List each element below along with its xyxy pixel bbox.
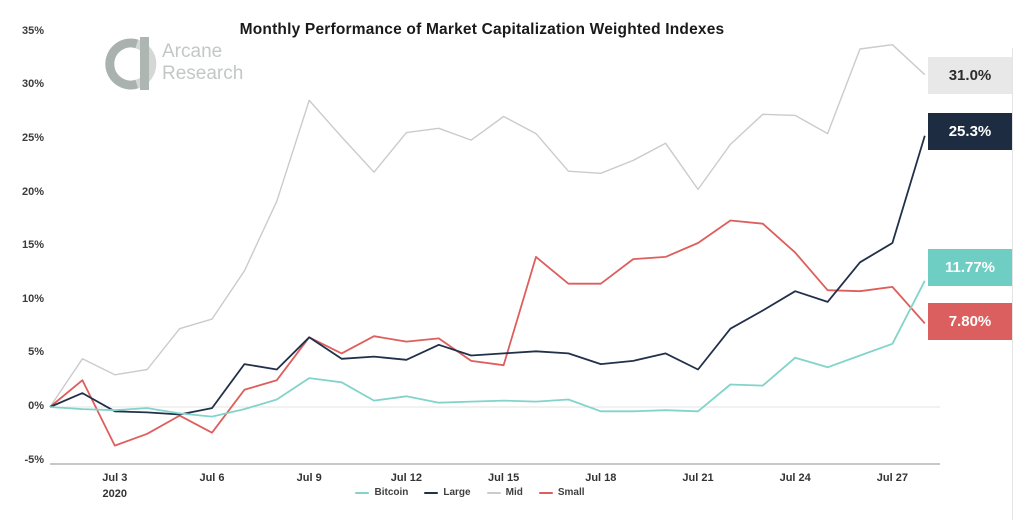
legend-dash-icon <box>538 491 553 494</box>
small-value-badge: 7.80% <box>928 303 1012 340</box>
x-tick-label: Jul 3 <box>102 472 128 484</box>
arcane-logo-mark <box>105 37 157 90</box>
mid-line <box>49 44 926 408</box>
bitcoin-value-badge: 11.77% <box>928 249 1012 286</box>
small-line <box>49 219 926 447</box>
y-tick-label: 5% <box>28 346 44 359</box>
logo-word-research: Research <box>162 63 243 84</box>
y-tick-label: 10% <box>21 292 44 305</box>
legend-item-mid: Mid <box>486 487 523 498</box>
chart-legend: Bitcoin Large Mid Small <box>0 487 940 498</box>
large-value-badge: 25.3% <box>928 113 1012 150</box>
y-tick-label: 25% <box>21 132 44 144</box>
y-tick-label: 35% <box>21 24 44 37</box>
x-tick-label: Jul 9 <box>296 472 322 484</box>
x-tick-label: Jul 12 <box>390 472 422 484</box>
legend-item-large: Large <box>424 487 471 498</box>
bitcoin-line <box>49 280 926 418</box>
x-axis-year: 2020 <box>102 488 128 500</box>
legend-dash-icon <box>486 491 501 494</box>
legend-dash-icon <box>424 491 439 494</box>
x-tick-label: Jul 15 <box>488 472 520 484</box>
large-line <box>49 135 926 416</box>
x-tick-label: Jul 21 <box>682 472 714 484</box>
legend-item-bitcoin: Bitcoin <box>355 487 408 498</box>
legend-dash-icon <box>355 491 370 494</box>
y-tick-label: 30% <box>21 78 44 91</box>
y-tick-label: 15% <box>21 239 44 252</box>
y-tick-label: 20% <box>21 185 44 198</box>
mid-value-badge: 31.0% <box>928 57 1012 94</box>
y-tick-label: 0% <box>28 400 44 412</box>
y-tick-label: -5% <box>24 453 44 466</box>
x-tick-label: Jul 24 <box>779 472 811 484</box>
x-tick-label: Jul 27 <box>876 472 908 484</box>
legend-item-small: Small <box>538 487 585 498</box>
x-tick-label: Jul 18 <box>585 472 617 484</box>
legend-label: Mid <box>505 487 523 498</box>
arcane-research-logo: Arcane Research <box>105 37 243 90</box>
logo-word-arcane: Arcane <box>162 41 222 62</box>
legend-label: Large <box>443 487 471 498</box>
chart-title: Monthly Performance of Market Capitaliza… <box>239 21 725 38</box>
legend-label: Bitcoin <box>374 487 409 498</box>
legend-label: Small <box>557 487 585 498</box>
panel-right-border <box>1012 48 1013 520</box>
x-tick-label: Jul 6 <box>199 472 225 484</box>
